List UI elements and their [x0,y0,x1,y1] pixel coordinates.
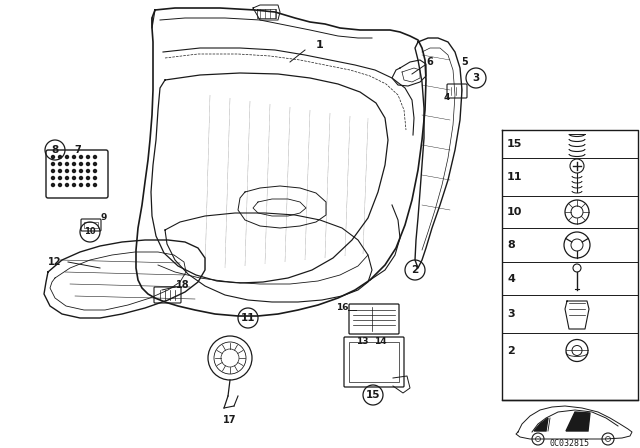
Circle shape [65,162,69,166]
Text: 8: 8 [51,145,59,155]
Text: 11: 11 [241,313,255,323]
Text: 8: 8 [507,240,515,250]
Circle shape [72,162,76,166]
Circle shape [93,169,97,173]
Text: 12: 12 [48,257,61,267]
Circle shape [86,169,90,173]
Polygon shape [534,418,548,431]
Circle shape [86,176,90,180]
Text: 1: 1 [316,40,324,50]
Bar [349,342,399,382]
Circle shape [93,162,97,166]
Text: 10: 10 [507,207,522,217]
Text: 0C032815: 0C032815 [550,439,590,448]
Text: 18: 18 [176,280,190,290]
Circle shape [79,169,83,173]
Circle shape [51,169,55,173]
Text: 3: 3 [507,309,515,319]
Circle shape [86,162,90,166]
Text: 15: 15 [365,390,380,400]
Text: 6: 6 [427,57,433,67]
Circle shape [58,183,62,187]
Text: 3: 3 [472,73,479,83]
Circle shape [93,183,97,187]
Circle shape [65,169,69,173]
Polygon shape [566,412,590,431]
Circle shape [72,155,76,159]
Circle shape [51,176,55,180]
Text: 9: 9 [101,214,107,223]
Text: 2: 2 [412,265,419,275]
Text: 13: 13 [356,337,368,346]
Text: 4: 4 [444,94,450,103]
Circle shape [51,183,55,187]
Text: 15: 15 [507,139,522,149]
Circle shape [79,162,83,166]
Circle shape [65,155,69,159]
Text: 2: 2 [507,345,515,356]
Circle shape [79,183,83,187]
Circle shape [72,169,76,173]
Circle shape [58,162,62,166]
Text: 4: 4 [507,273,515,284]
Text: 11: 11 [507,172,522,182]
Circle shape [51,155,55,159]
Text: 16: 16 [336,303,348,313]
Text: 5: 5 [461,57,468,67]
Circle shape [65,176,69,180]
Circle shape [86,155,90,159]
Text: 7: 7 [75,145,81,155]
Circle shape [65,183,69,187]
Text: 14: 14 [374,337,387,346]
Text: 17: 17 [223,415,237,425]
Circle shape [72,176,76,180]
Circle shape [58,169,62,173]
Circle shape [58,155,62,159]
Circle shape [86,183,90,187]
Circle shape [93,176,97,180]
Circle shape [58,176,62,180]
Circle shape [79,176,83,180]
Circle shape [72,183,76,187]
Bar [84,222,98,228]
Circle shape [79,155,83,159]
Text: 10: 10 [84,228,96,237]
Circle shape [51,162,55,166]
Circle shape [93,155,97,159]
